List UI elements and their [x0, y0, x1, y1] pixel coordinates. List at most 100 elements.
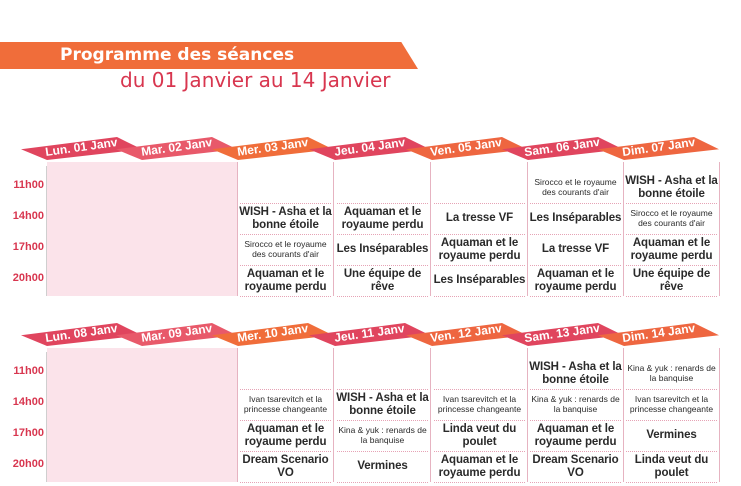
column-divider	[430, 162, 431, 296]
row-divider	[530, 203, 621, 204]
session-cell: Ivan tsarevitch et la princesse changean…	[437, 394, 522, 414]
day-tab-shape	[116, 323, 237, 346]
row-divider	[530, 234, 621, 235]
session-cell: Kina & yuk : renards de la banquise	[627, 363, 716, 383]
session-cell: Sirocco et le royaume des courants d'air	[630, 208, 713, 228]
session-cell: WISH - Asha et la bonne étoile	[239, 206, 332, 231]
session-cell: WISH - Asha et la bonne étoile	[625, 175, 718, 200]
day-header: Mer. 10 Janv	[212, 320, 333, 346]
row-divider	[240, 482, 331, 483]
column-divider	[333, 348, 334, 482]
row-divider	[337, 234, 428, 235]
day-header: Lun. 01 Janv	[21, 134, 142, 160]
day-tab-shape	[309, 323, 430, 346]
row-divider	[626, 265, 717, 266]
time-label: 20h00	[12, 458, 44, 470]
row-divider	[240, 296, 331, 297]
row-divider	[240, 451, 331, 452]
row-divider	[626, 234, 717, 235]
row-divider	[434, 234, 525, 235]
day-header: Dim. 07 Janv	[598, 134, 719, 160]
session-cell: Aquaman et le royaume perdu	[630, 237, 713, 262]
time-axis-line	[46, 166, 47, 296]
session-cell: Linda veut du poulet	[634, 454, 709, 479]
day-header: Mar. 02 Janv	[116, 134, 237, 160]
row-divider	[626, 420, 717, 421]
row-divider	[337, 265, 428, 266]
session-cell: Sirocco et le royaume des courants d'air	[534, 177, 617, 197]
session-cell: Aquaman et le royaume perdu	[244, 423, 327, 448]
row-divider	[434, 482, 525, 483]
column-divider	[623, 162, 624, 296]
session-cell: Les Inséparables	[336, 243, 429, 256]
row-divider	[530, 265, 621, 266]
row-divider	[337, 296, 428, 297]
day-tab-shape	[406, 323, 527, 346]
row-divider	[337, 482, 428, 483]
row-divider	[240, 203, 331, 204]
session-cell: Aquaman et le royaume perdu	[534, 268, 617, 293]
time-label: 17h00	[12, 241, 44, 253]
row-divider	[530, 389, 621, 390]
row-divider	[240, 389, 331, 390]
session-cell: Dream Scenario VO	[532, 454, 619, 479]
row-divider	[434, 265, 525, 266]
time-axis-line	[46, 352, 47, 482]
row-divider	[240, 234, 331, 235]
day-header: Ven. 05 Janv	[406, 134, 527, 160]
session-cell: Les Inséparables	[433, 274, 526, 287]
row-divider	[626, 203, 717, 204]
row-divider	[434, 451, 525, 452]
day-tab-shape	[598, 323, 719, 346]
row-divider	[530, 482, 621, 483]
time-label: 14h00	[12, 210, 44, 222]
session-cell: Vermines	[357, 460, 408, 473]
session-cell: La tresse VF	[445, 212, 514, 225]
closed-day-column	[47, 348, 142, 482]
row-divider	[626, 482, 717, 483]
column-divider	[237, 162, 238, 296]
session-cell: Ivan tsarevitch et la princesse changean…	[243, 394, 328, 414]
day-tab-shape	[502, 323, 623, 346]
day-tab-shape	[116, 137, 237, 160]
column-divider	[527, 348, 528, 482]
session-cell: Aquaman et le royaume perdu	[438, 237, 521, 262]
row-divider	[626, 451, 717, 452]
day-header: Lun. 08 Janv	[21, 320, 142, 346]
day-header: Mar. 09 Janv	[116, 320, 237, 346]
row-divider	[530, 451, 621, 452]
session-cell: Une équipe de rêve	[632, 268, 711, 293]
column-divider	[719, 162, 720, 296]
session-cell: Linda veut du poulet	[442, 423, 517, 448]
row-divider	[240, 265, 331, 266]
day-tab-shape	[21, 323, 142, 346]
column-divider	[430, 348, 431, 482]
row-divider	[337, 203, 428, 204]
session-cell: Kina & yuk : renards de la banquise	[531, 394, 620, 414]
day-tab-shape	[21, 137, 142, 160]
day-header: Sam. 06 Janv	[502, 134, 623, 160]
session-cell: Aquaman et le royaume perdu	[244, 268, 327, 293]
session-cell: Aquaman et le royaume perdu	[534, 423, 617, 448]
closed-day-column	[47, 162, 142, 296]
time-label: 11h00	[13, 179, 44, 191]
row-divider	[434, 203, 525, 204]
row-divider	[240, 420, 331, 421]
time-label: 20h00	[12, 272, 44, 284]
session-cell: Les Inséparables	[529, 212, 622, 225]
closed-day-column	[142, 162, 237, 296]
time-label: 11h00	[13, 365, 44, 377]
column-divider	[237, 348, 238, 482]
day-tab-shape	[598, 137, 719, 160]
session-cell: WISH - Asha et la bonne étoile	[529, 361, 622, 386]
day-header: Dim. 14 Janv	[598, 320, 719, 346]
row-divider	[530, 296, 621, 297]
title-banner	[0, 42, 418, 69]
column-divider	[719, 348, 720, 482]
day-header: Mer. 03 Janv	[212, 134, 333, 160]
session-cell: Kina & yuk : renards de la banquise	[338, 425, 427, 445]
page-subtitle: du 01 Janvier au 14 Janvier	[120, 68, 391, 92]
day-header: Jeu. 04 Janv	[309, 134, 430, 160]
row-divider	[337, 389, 428, 390]
day-tab-shape	[406, 137, 527, 160]
